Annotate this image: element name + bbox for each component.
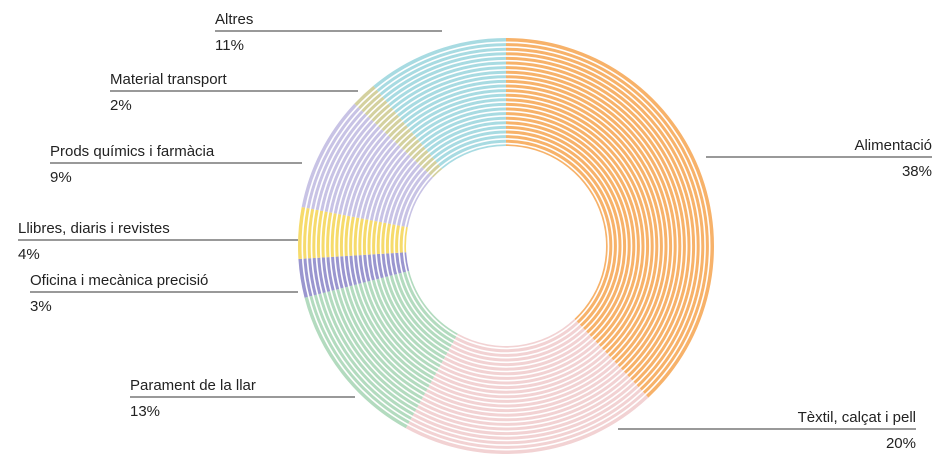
stripe-gap	[388, 128, 624, 364]
value-label: 3%	[30, 298, 52, 315]
category-label: Altres	[215, 11, 253, 28]
stripe-gap	[402, 142, 610, 350]
stripe-gap	[319, 59, 693, 433]
category-label: Tèxtil, calçat i pell	[798, 409, 916, 426]
category-label: Material transport	[110, 71, 228, 88]
stripe-gap	[352, 92, 660, 400]
stripe-gap	[370, 110, 642, 382]
category-label: Parament de la llar	[130, 377, 256, 394]
value-label: 13%	[130, 403, 160, 420]
stripe-gap	[301, 41, 711, 451]
category-label: Prods químics i farmàcia	[50, 143, 215, 160]
stripe-gap	[384, 124, 628, 368]
stripe-gap	[333, 73, 679, 419]
stripe-gap	[365, 105, 647, 387]
stripe-gap	[329, 69, 683, 423]
stripe-gap	[310, 50, 702, 442]
value-label: 38%	[902, 163, 932, 180]
stripe-gap	[393, 133, 619, 359]
stripe-gap	[338, 78, 674, 414]
category-label: Alimentació	[854, 137, 932, 154]
category-label: Oficina i mecànica precisió	[30, 272, 208, 289]
stripe-gap	[361, 101, 651, 391]
stripe-gap	[315, 55, 697, 437]
value-label: 4%	[18, 246, 40, 263]
stripe-gap	[356, 96, 656, 396]
stripe-gap	[324, 64, 688, 428]
value-label: 20%	[886, 435, 916, 452]
stripe-gap	[398, 138, 614, 354]
stripe-gap	[347, 87, 665, 405]
stripe-gap	[306, 46, 706, 446]
stripe-gap	[342, 82, 670, 410]
category-label: Llibres, diaris i revistes	[18, 220, 170, 237]
stripe-gap	[379, 119, 633, 373]
value-label: 11%	[215, 37, 244, 54]
value-label: 9%	[50, 169, 72, 186]
value-label: 2%	[110, 97, 132, 114]
stripe-gap	[375, 115, 637, 377]
